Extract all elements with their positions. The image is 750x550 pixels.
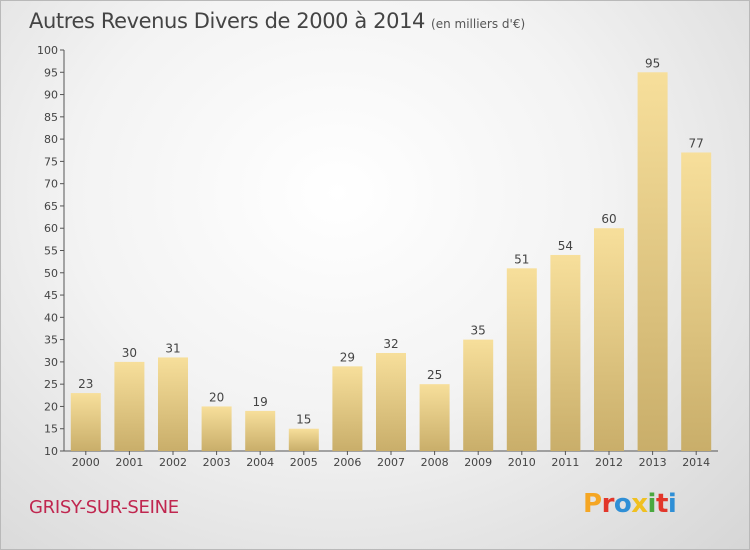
y-tick-label: 60 [44, 222, 58, 235]
bar-2008 [419, 384, 450, 451]
y-tick-label: 100 [37, 44, 58, 57]
y-tick-label: 45 [44, 289, 58, 302]
y-tick-label: 95 [44, 66, 58, 79]
value-label-2005: 15 [296, 413, 311, 427]
y-tick-label: 15 [44, 423, 58, 436]
value-label-2012: 60 [601, 212, 616, 226]
x-axis: 2000 2001 2002 2003 2004 2005 2006 2007 2008 2009… [64, 450, 718, 469]
x-tick-label-2006: 2006 [333, 456, 361, 469]
y-tick-label: 30 [44, 356, 58, 369]
y-axis: 10 15 20 25 30 35 40 45 50 55 60 65 70 75 80 85 90 95 100 [37, 44, 65, 458]
x-tick-label-2001: 2001 [115, 456, 143, 469]
y-tick-label: 75 [44, 155, 58, 168]
bar-2011 [550, 254, 581, 451]
logo-letter: r [601, 489, 615, 519]
value-label-2013: 95 [645, 56, 660, 70]
bar-2009 [463, 339, 494, 451]
logo-letter: i [667, 489, 677, 519]
value-label-2010: 51 [514, 252, 529, 266]
bar-2005 [288, 428, 319, 451]
value-label-2014: 77 [689, 136, 704, 150]
value-label-2007: 32 [383, 337, 398, 351]
y-tick-label: 55 [44, 245, 58, 258]
y-tick-label: 85 [44, 111, 58, 124]
value-labels: 23 30 31 20 19 15 29 32 25 35 51 54 60 95 77 [78, 56, 704, 426]
y-tick-label: 80 [44, 133, 58, 146]
bar-2000 [70, 393, 101, 451]
bar-2010 [506, 268, 537, 451]
y-tick-label: 40 [44, 311, 58, 324]
x-tick-label-2010: 2010 [508, 456, 536, 469]
x-tick-label-2004: 2004 [246, 456, 274, 469]
y-tick-label: 25 [44, 378, 58, 391]
logo-letter: t [655, 489, 668, 519]
x-tick-label-2007: 2007 [377, 456, 405, 469]
logo-letter: o [613, 489, 632, 519]
x-tick-label-2005: 2005 [290, 456, 318, 469]
bar-2003 [201, 406, 232, 451]
bar-2001 [114, 361, 145, 451]
value-label-2002: 31 [165, 341, 180, 355]
chart-title: Autres Revenus Divers de 2000 à 2014 (en … [29, 9, 525, 33]
y-tick-label: 35 [44, 334, 58, 347]
y-tick-label: 65 [44, 200, 58, 213]
y-tick-label: 90 [44, 89, 58, 102]
bar-2004 [245, 410, 276, 451]
x-tick-label-2000: 2000 [72, 456, 100, 469]
y-tick-label: 70 [44, 178, 58, 191]
x-tick-label-2012: 2012 [595, 456, 623, 469]
x-tick-label-2014: 2014 [682, 456, 710, 469]
value-label-2003: 20 [209, 390, 224, 404]
bar-2014 [681, 152, 712, 451]
bar-2007 [376, 352, 406, 451]
logo-letter: i [647, 489, 657, 519]
x-tick-label-2011: 2011 [551, 456, 579, 469]
y-tick-label: 50 [44, 267, 58, 280]
logo-letter: x [631, 489, 648, 519]
x-tick-label-2013: 2013 [639, 456, 667, 469]
bar-2012 [594, 228, 624, 451]
y-tick-label: 20 [44, 400, 58, 413]
value-label-2009: 35 [471, 324, 486, 338]
bar-2002 [158, 357, 188, 451]
value-label-2006: 29 [340, 350, 355, 364]
x-tick-label-2009: 2009 [464, 456, 492, 469]
chart-title-text: Autres Revenus Divers de 2000 à 2014 [29, 9, 426, 33]
x-tick-label-2002: 2002 [159, 456, 187, 469]
logo-letter: P [583, 489, 602, 519]
y-tick-label: 10 [44, 445, 58, 458]
commune-name: GRISY-SUR-SEINE [29, 497, 179, 518]
chart-unit: (en milliers d'€) [431, 17, 526, 31]
value-label-2008: 25 [427, 368, 442, 382]
value-label-2011: 54 [558, 239, 573, 253]
value-label-2001: 30 [122, 346, 137, 360]
bar-2013 [637, 72, 668, 452]
value-label-2004: 19 [253, 395, 268, 409]
x-tick-label-2008: 2008 [421, 456, 449, 469]
bars [70, 72, 712, 452]
value-label-2000: 23 [78, 377, 93, 391]
x-tick-label-2003: 2003 [203, 456, 231, 469]
bar-2006 [332, 366, 363, 451]
proxiti-logo[interactable]: Proxiti [583, 489, 677, 519]
